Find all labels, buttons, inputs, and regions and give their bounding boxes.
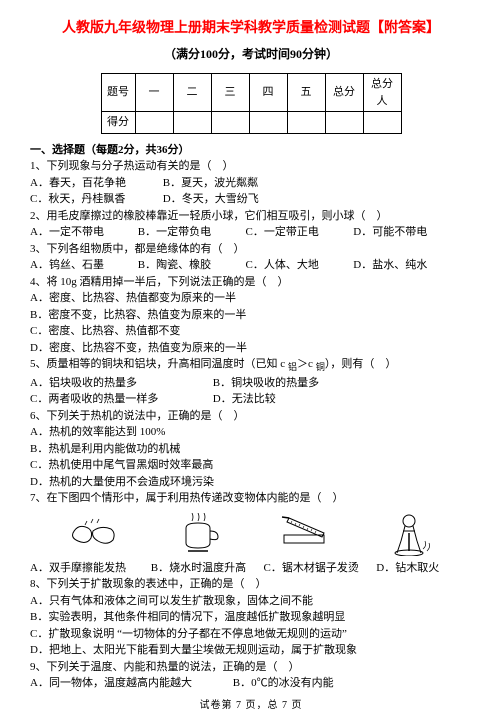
option: B．实验表明，其他条件相同的情况下，温度越低扩散现象越明显 [30,609,472,626]
option: D．无法比较 [213,391,276,408]
cell [135,112,173,134]
drilling-fire-icon [379,511,439,556]
option: A．同一物体，温度越高内能越大 [30,675,230,692]
sawing-wood-icon [274,513,334,553]
subscript: 铝 [288,362,297,372]
option: A．只有气体和液体之间可以发生扩散现象，固体之间不能 [30,593,472,610]
cell: 三 [211,74,249,112]
option: A．密度、比热容、热值都变为原来的一半 [30,290,472,307]
cell [287,112,325,134]
text: ＞c [297,358,316,370]
option: D．把地上、太阳光下能看到大量尘埃做无规则运动，属于扩散现象 [30,642,472,659]
option: B．烧水时温度升高 [151,560,261,577]
boiling-water-icon [168,513,228,553]
cell [211,112,249,134]
option-row: C．秋天，丹桂飘香 D．冬天，大雪纷飞 [30,191,472,208]
option-row: A．同一物体，温度越高内能越大 B．0℃的冰没有内能 [30,675,472,692]
option: B．陶瓷、橡胶 [138,257,243,274]
text: 5、质量相等的铜块和铝块，升高相同温度时（已知 c [30,358,288,370]
option: C．锯木材锯子发烫 [264,560,374,577]
exam-subtitle: （满分100分，考试时间90分钟） [30,45,472,63]
question-stem: 6、下列关于热机的说法中，正确的是（ ） [30,408,472,425]
option-row: C．两者吸收的热量一样多 D．无法比较 [30,391,472,408]
option: D．可能不带电 [353,224,427,241]
cell [173,112,211,134]
option: D．盐水、纯水 [353,257,427,274]
option-row: A．春天，百花争艳 B．夏天，波光粼粼 [30,175,472,192]
cell: 四 [249,74,287,112]
cell: 总分 [325,74,363,112]
question-stem: 4、将 10g 酒精用掉一半后，下列说法正确的是（ ） [30,274,472,291]
option: C．热机使用中尾气冒黑烟时效率最高 [30,457,472,474]
cell: 五 [287,74,325,112]
option: B．夏天，波光粼粼 [163,175,258,192]
option: A．铝块吸收的热量多 [30,375,210,392]
option: B．热机是利用内能做功的机械 [30,441,472,458]
cell-label: 题号 [101,74,135,112]
question-stem: 2、用毛皮摩擦过的橡胶棒靠近一轻质小球，它们相互吸引，则小球（ ） [30,208,472,225]
question-stem: 8、下列关于扩散现象的表述中，正确的是（ ） [30,576,472,593]
question-stem: 5、质量相等的铜块和铝块，升高相同温度时（已知 c 铝＞c 铜），则有（ ） [30,356,472,375]
cell: 总分人 [363,74,401,112]
option: D．密度、比热容不变，热值变为原来的一半 [30,340,472,357]
page-footer: 试卷第 7 页，总 7 页 [30,698,472,713]
subscript: 铜 [316,362,325,372]
text: ），则有（ ） [325,358,397,370]
option: A．钨丝、石墨 [30,257,135,274]
option: B．铜块吸收的热量多 [213,375,319,392]
option: A．双手摩擦能发热 [30,560,148,577]
option: B．密度不变，比热容、热值变为原来的一半 [30,307,472,324]
option: D．冬天，大雪纷飞 [163,191,259,208]
figure-row [40,511,462,556]
option: D．热机的大量使用不会造成环境污染 [30,474,472,491]
option: D．钻木取火 [376,560,439,577]
cell [363,112,401,134]
question-stem: 7、在下图四个情形中，属于利用热传递改变物体内能的是（ ） [30,490,472,507]
option-row: A．双手摩擦能发热 B．烧水时温度升高 C．锯木材锯子发烫 D．钻木取火 [30,560,472,577]
option: C．两者吸收的热量一样多 [30,391,210,408]
option: B．一定带负电 [138,224,243,241]
option: A．一定不带电 [30,224,135,241]
option: A．热机的效率能达到 100% [30,424,472,441]
cell [249,112,287,134]
option: C．一定带正电 [246,224,351,241]
section-header: 一、选择题（每题2分，共36分） [30,142,472,159]
cell-label: 得分 [101,112,135,134]
score-table: 题号 一 二 三 四 五 总分 总分人 得分 [101,73,402,134]
option-row: A．钨丝、石墨 B．陶瓷、橡胶 C．人体、大地 D．盐水、纯水 [30,257,472,274]
option: B．0℃的冰没有内能 [233,675,334,692]
option: A．春天，百花争艳 [30,175,160,192]
exam-title: 人教版九年级物理上册期末学科教学质量检测试题【附答案】 [30,18,472,39]
option-row: A．一定不带电 B．一定带负电 C．一定带正电 D．可能不带电 [30,224,472,241]
question-stem: 9、下列关于温度、内能和热量的说法，正确的是（ ） [30,659,472,676]
option-row: A．铝块吸收的热量多 B．铜块吸收的热量多 [30,375,472,392]
option: C．秋天，丹桂飘香 [30,191,160,208]
option: C．扩散现象说明 “一切物体的分子都在不停息地做无规则的运动” [30,626,472,643]
table-row: 得分 [101,112,401,134]
hands-rubbing-icon [63,513,123,553]
cell: 一 [135,74,173,112]
cell [325,112,363,134]
option: C．密度、比热容、热值都不变 [30,323,472,340]
question-stem: 3、下列各组物质中，都是绝缘体的有（ ） [30,241,472,258]
cell: 二 [173,74,211,112]
table-row: 题号 一 二 三 四 五 总分 总分人 [101,74,401,112]
question-stem: 1、下列现象与分子热运动有关的是（ ） [30,158,472,175]
option: C．人体、大地 [246,257,351,274]
